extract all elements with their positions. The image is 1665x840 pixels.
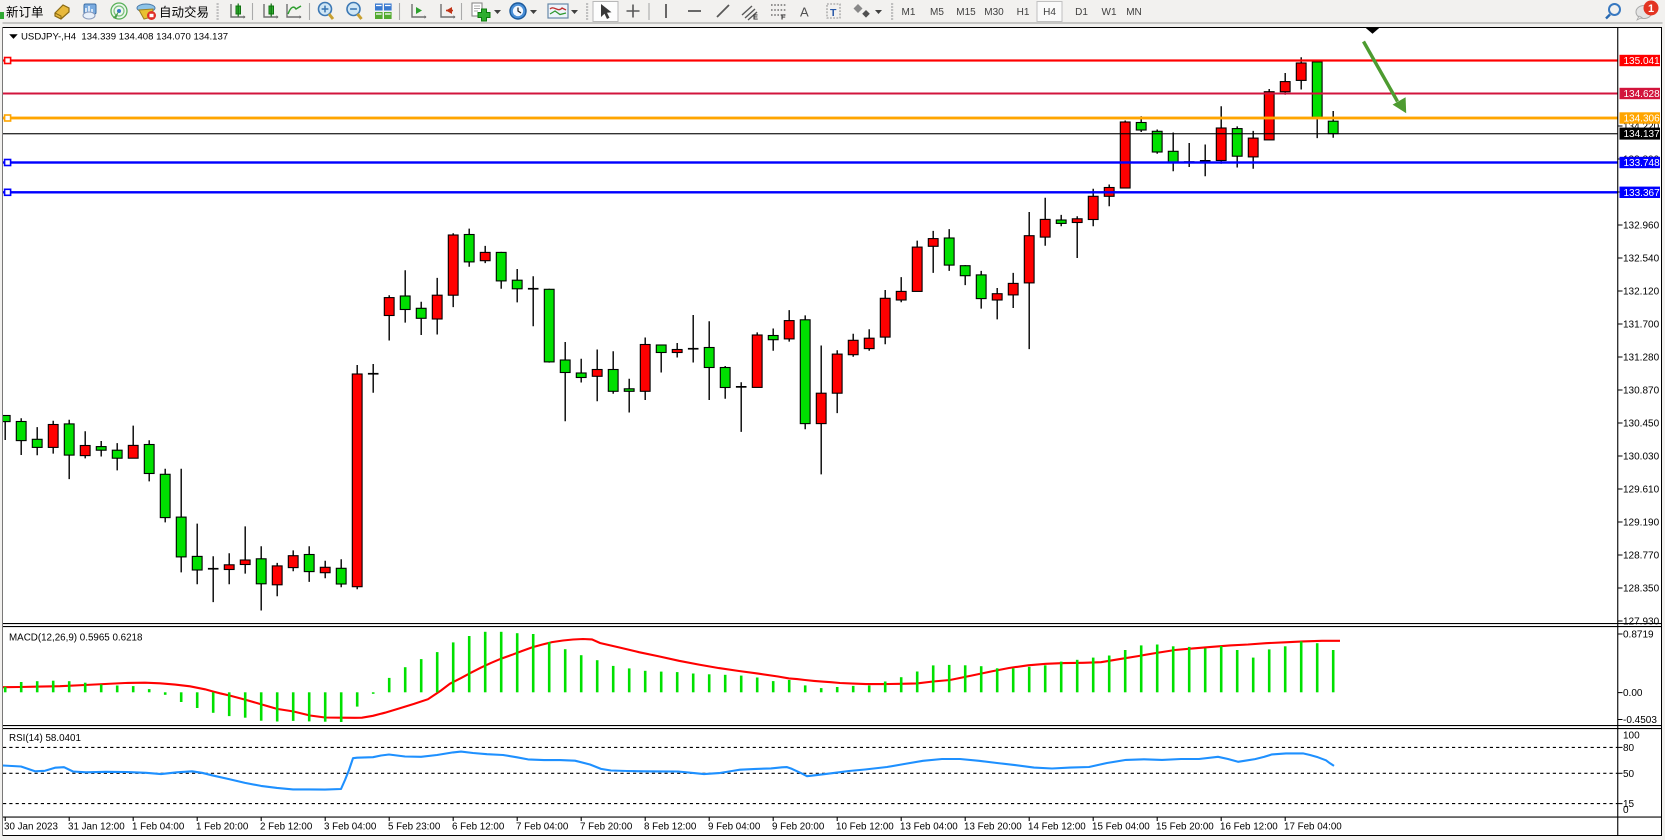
svg-text:16 Feb 12:00: 16 Feb 12:00: [1220, 821, 1278, 832]
svg-text:F: F: [781, 13, 786, 22]
svg-text:100: 100: [1623, 731, 1640, 742]
svg-text:M15: M15: [956, 7, 976, 18]
svg-text:H1: H1: [1017, 7, 1030, 18]
svg-text:134.628: 134.628: [1624, 89, 1661, 100]
svg-text:M5: M5: [930, 7, 944, 18]
svg-text:31 Jan 12:00: 31 Jan 12:00: [68, 821, 125, 832]
svg-text:128.770: 128.770: [1623, 551, 1660, 562]
svg-text:129.190: 129.190: [1623, 518, 1660, 529]
svg-text:134.306: 134.306: [1624, 114, 1661, 125]
svg-text:14 Feb 12:00: 14 Feb 12:00: [1028, 821, 1086, 832]
svg-text:50: 50: [1623, 769, 1635, 780]
svg-text:130.870: 130.870: [1623, 386, 1660, 397]
svg-text:1: 1: [1648, 3, 1654, 15]
svg-text:133.748: 133.748: [1624, 158, 1661, 169]
svg-text:D1: D1: [1075, 7, 1088, 18]
svg-text:134.220: 134.220: [1623, 122, 1660, 133]
svg-text:15: 15: [1623, 799, 1635, 810]
svg-text:9 Feb 20:00: 9 Feb 20:00: [772, 821, 825, 832]
svg-text:30 Jan 2023: 30 Jan 2023: [4, 821, 58, 832]
svg-text:自动交易: 自动交易: [159, 5, 209, 20]
svg-text:130.030: 130.030: [1623, 452, 1660, 463]
svg-text:128.350: 128.350: [1623, 584, 1660, 595]
svg-text:9 Feb 04:00: 9 Feb 04:00: [708, 821, 761, 832]
svg-text:7 Feb 20:00: 7 Feb 20:00: [580, 821, 633, 832]
svg-text:E: E: [753, 13, 758, 22]
svg-text:132.960: 132.960: [1623, 221, 1660, 232]
svg-text:17 Feb 04:00: 17 Feb 04:00: [1284, 821, 1342, 832]
svg-text:0.00: 0.00: [1623, 688, 1643, 699]
svg-text:5 Feb 23:00: 5 Feb 23:00: [388, 821, 441, 832]
svg-text:2 Feb 12:00: 2 Feb 12:00: [260, 821, 313, 832]
svg-text:M30: M30: [984, 7, 1004, 18]
svg-text:RSI(14) 58.0401: RSI(14) 58.0401: [9, 733, 81, 744]
svg-text:T: T: [830, 7, 837, 19]
svg-text:129.610: 129.610: [1623, 485, 1660, 496]
svg-text:15 Feb 04:00: 15 Feb 04:00: [1092, 821, 1150, 832]
svg-text:132.540: 132.540: [1623, 254, 1660, 265]
svg-text:132.120: 132.120: [1623, 287, 1660, 298]
svg-text:134.137: 134.137: [1624, 129, 1661, 140]
svg-text:H4: H4: [1043, 7, 1056, 18]
svg-text:USDJPY-,H4 134.339 134.408 13: USDJPY-,H4 134.339 134.408 134.070 134.1…: [21, 32, 228, 43]
svg-text:135.041: 135.041: [1624, 56, 1661, 67]
svg-text:80: 80: [1623, 743, 1635, 754]
svg-text:M1: M1: [902, 7, 916, 18]
svg-text:7 Feb 04:00: 7 Feb 04:00: [516, 821, 569, 832]
svg-text:10 Feb 12:00: 10 Feb 12:00: [836, 821, 894, 832]
svg-text:13 Feb 04:00: 13 Feb 04:00: [900, 821, 958, 832]
svg-text:新订单: 新订单: [6, 5, 44, 20]
svg-text:13 Feb 20:00: 13 Feb 20:00: [964, 821, 1022, 832]
svg-text:0: 0: [1623, 805, 1629, 816]
svg-text:1 Feb 20:00: 1 Feb 20:00: [196, 821, 249, 832]
svg-text:MACD(12,26,9) 0.5965 0.6218: MACD(12,26,9) 0.5965 0.6218: [9, 632, 143, 643]
svg-text:3 Feb 04:00: 3 Feb 04:00: [324, 821, 377, 832]
svg-text:15 Feb 20:00: 15 Feb 20:00: [1156, 821, 1214, 832]
svg-text:131.280: 131.280: [1623, 353, 1660, 364]
svg-text:130.450: 130.450: [1623, 419, 1660, 430]
svg-text:MN: MN: [1126, 7, 1142, 18]
svg-text:1 Feb 04:00: 1 Feb 04:00: [132, 821, 185, 832]
svg-text:-0.4503: -0.4503: [1623, 715, 1657, 726]
svg-text:127.930: 127.930: [1623, 617, 1660, 628]
svg-text:131.700: 131.700: [1623, 320, 1660, 331]
svg-text:W1: W1: [1102, 7, 1117, 18]
svg-text:133.367: 133.367: [1624, 188, 1661, 199]
svg-text:8 Feb 12:00: 8 Feb 12:00: [644, 821, 697, 832]
svg-text:6 Feb 12:00: 6 Feb 12:00: [452, 821, 505, 832]
svg-text:0.8719: 0.8719: [1623, 630, 1654, 641]
svg-text:A: A: [800, 5, 809, 20]
